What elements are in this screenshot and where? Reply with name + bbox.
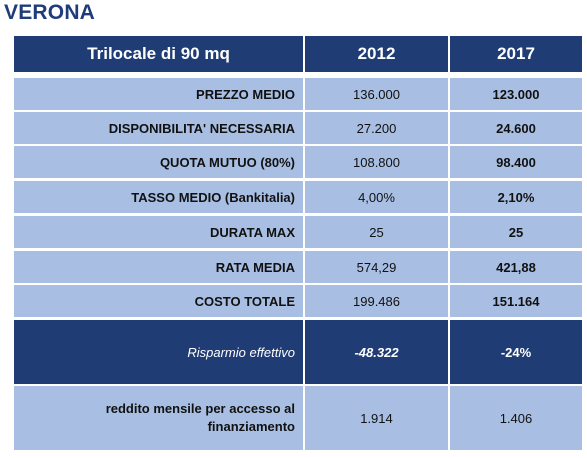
row-label-costo-totale: COSTO TOTALE	[14, 285, 303, 317]
row-value-2017: 2,10%	[450, 181, 582, 213]
row-value-2017: 421,88	[450, 251, 582, 283]
row-label-quota-mutuo: QUOTA MUTUO (80%)	[14, 146, 303, 178]
savings-value-2012: -48.322	[305, 320, 448, 384]
row-value-2017: 25	[450, 216, 582, 248]
row-value-2012: 108.800	[305, 146, 448, 178]
table-header-2017: 2017	[450, 36, 582, 72]
row-label-prezzo-medio: PREZZO MEDIO	[14, 78, 303, 110]
row-value-2012: 136.000	[305, 78, 448, 110]
row-value-2012: 199.486	[305, 285, 448, 317]
table-header-2012: 2012	[305, 36, 448, 72]
row-label-reddito: reddito mensile per accesso al finanziam…	[14, 386, 303, 450]
row-label-durata-max: DURATA MAX	[14, 216, 303, 248]
row-value-2017: 98.400	[450, 146, 582, 178]
savings-value-2017: -24%	[450, 320, 582, 384]
row-value-2012: 574,29	[305, 251, 448, 283]
table-header-label: Trilocale di 90 mq	[14, 36, 303, 72]
income-value-2012: 1.914	[305, 386, 448, 450]
row-value-2017: 151.164	[450, 285, 582, 317]
row-value-2017: 24.600	[450, 112, 582, 144]
row-value-2012: 27.200	[305, 112, 448, 144]
row-label-rata-media: RATA MEDIA	[14, 251, 303, 283]
income-value-2017: 1.406	[450, 386, 582, 450]
reddito-label-line1: reddito mensile per accesso al	[105, 401, 295, 416]
reddito-label-line2: finanziamento	[207, 419, 295, 434]
row-value-2012: 4,00%	[305, 181, 448, 213]
row-label-disponibilita: DISPONIBILITA' NECESSARIA	[14, 112, 303, 144]
row-label-tasso-medio: TASSO MEDIO (Bankitalia)	[14, 181, 303, 213]
row-label-risparmio: Risparmio effettivo	[14, 320, 303, 384]
row-value-2017: 123.000	[450, 78, 582, 110]
row-value-2012: 25	[305, 216, 448, 248]
page-title: VERONA	[4, 1, 96, 24]
